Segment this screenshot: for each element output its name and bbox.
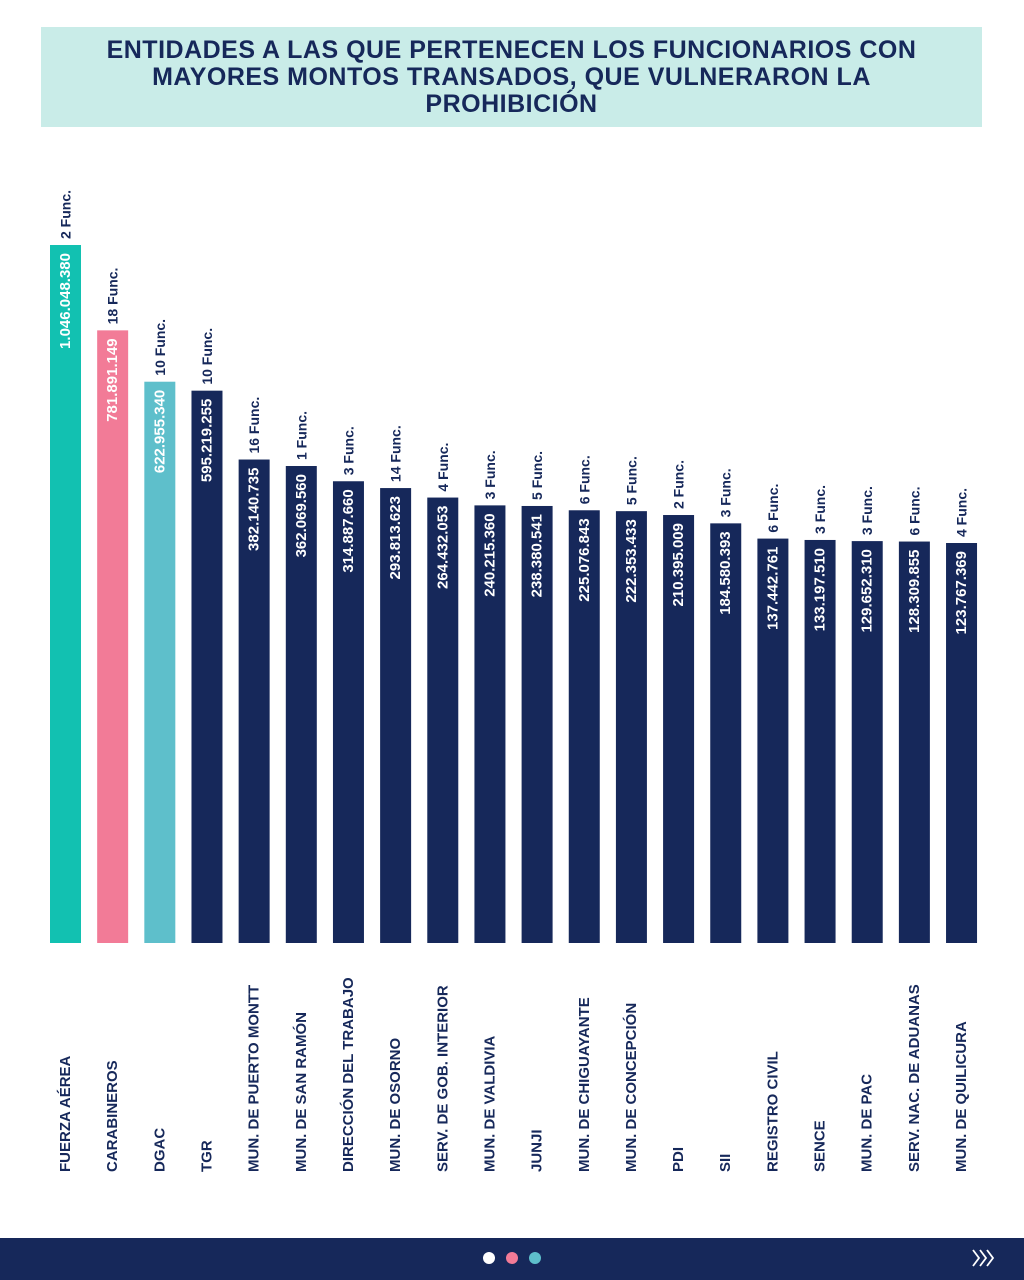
bar [663,515,695,943]
bar-note: 3 Func. [812,485,828,534]
x-tick-label: MUN. DE CHIGUAYANTE [576,997,593,1172]
value-label: 595.219.255 [198,399,215,482]
bar-note: 10 Func. [199,328,215,385]
bar [615,511,647,943]
x-tick-label: MUN. DE PUERTO MONTT [246,985,263,1172]
value-label: 184.580.393 [717,531,734,614]
bar-note: 3 Func. [482,450,498,499]
x-tick-label: SII [717,1154,734,1172]
bar-note: 4 Func. [435,443,451,492]
value-label: 133.197.510 [812,548,829,631]
bar-note: 3 Func. [340,426,356,475]
x-tick-label: DGAC [151,1128,168,1172]
value-label: 382.140.735 [246,468,263,551]
x-tick-label: MUN. DE OSORNO [387,1037,404,1172]
x-tick-label: DIRECCIÓN DEL TRABAJO [339,977,357,1172]
value-label: 781.891.149 [104,338,121,421]
bar [710,523,742,943]
value-label: 314.887.660 [340,489,357,572]
bar [238,459,270,943]
x-tick-label: TGR [198,1140,215,1172]
bar [144,381,176,943]
bar-note: 5 Func. [623,456,639,505]
bar [50,245,81,943]
chart-title: ENTIDADES A LAS QUE PERTENECEN LOS FUNCI… [106,35,917,118]
bar-note: 3 Func. [859,486,875,535]
bar-note: 4 Func. [954,488,970,537]
value-label: 293.813.623 [387,496,404,579]
bar [427,497,459,943]
x-tick-label: MUN. DE QUILICURA [953,1021,970,1172]
title-box: ENTIDADES A LAS QUE PERTENECEN LOS FUNCI… [41,27,982,127]
bar [97,330,129,943]
bar-note: 18 Func. [105,268,121,325]
page-dot [506,1252,518,1264]
bar-note: 6 Func. [765,484,781,533]
value-label: 225.076.843 [576,518,593,601]
next-arrow [972,1249,995,1267]
bar [191,390,223,944]
x-tick-label: SERV. NAC. DE ADUANAS [906,984,923,1172]
bar-note: 2 Func. [671,460,687,509]
bar [804,539,836,943]
bar [757,538,789,943]
x-tick-label: SENCE [812,1120,829,1172]
bar [474,505,506,943]
x-tick-label: MUN. DE VALDIVIA [481,1035,498,1172]
bar-note: 14 Func. [388,425,404,482]
value-label: 128.309.855 [906,550,923,633]
bar [946,543,978,943]
bar-note: 6 Func. [906,487,922,536]
value-label: 210.395.009 [670,523,687,606]
x-tick-label: MUN. DE SAN RAMÓN [292,1012,310,1172]
x-tick-label: FUERZA AÉREA [57,1055,74,1172]
page-dot [483,1252,495,1264]
value-label: 123.767.369 [953,551,970,634]
bar-note: 10 Func. [152,319,168,376]
value-label: 238.380.541 [529,514,546,597]
x-tick-label: JUNJI [529,1129,546,1172]
bar-note: 1 Func. [293,411,309,460]
bar-note: 6 Func. [576,455,592,504]
bar [521,505,553,943]
footer [0,1238,1024,1280]
value-label: 222.353.433 [623,519,640,602]
x-tick-label: CARABINEROS [104,1060,121,1172]
bar-note: 3 Func. [718,468,734,517]
value-label: 137.442.761 [764,547,781,630]
value-label: 362.069.560 [293,474,310,557]
value-label: 1.046.048.380 [57,253,74,349]
bar [285,466,317,943]
bar [851,541,883,943]
bar-note: 5 Func. [529,451,545,500]
bar [898,541,930,943]
x-tick-label: REGISTRO CIVIL [764,1051,781,1172]
bar [568,510,600,943]
x-tick-label: PDI [670,1147,687,1172]
bar [380,488,412,943]
value-label: 240.215.360 [481,513,498,596]
bar-note: 2 Func. [58,190,74,239]
x-tick-label: MUN. DE CONCEPCIÓN [622,1003,640,1172]
x-tick-label: SERV. DE GOB. INTERIOR [434,985,451,1172]
value-label: 129.652.310 [859,549,876,632]
value-label: 622.955.340 [151,390,168,473]
page-dot [529,1252,541,1264]
value-label: 264.432.053 [434,506,451,589]
bar-note: 16 Func. [246,397,262,454]
x-tick-label: MUN. DE PAC [859,1074,876,1172]
bar [332,481,364,943]
